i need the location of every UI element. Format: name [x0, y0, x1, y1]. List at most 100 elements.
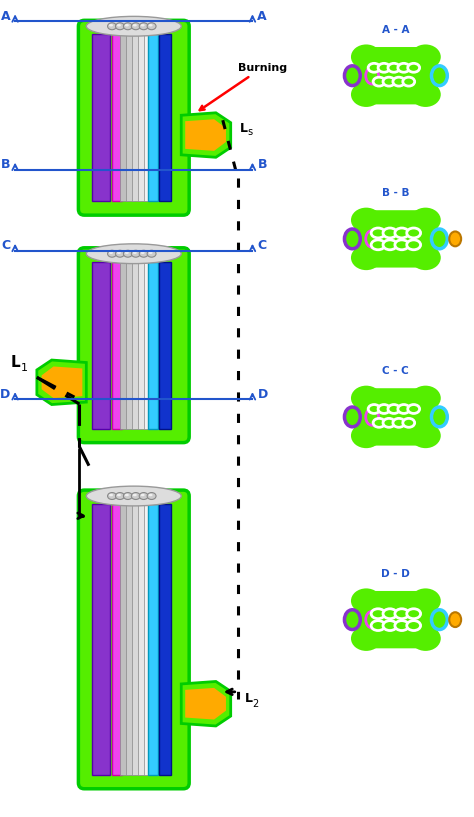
Polygon shape: [185, 688, 226, 720]
Text: D - D: D - D: [382, 569, 410, 579]
Ellipse shape: [351, 208, 382, 233]
Ellipse shape: [383, 621, 397, 631]
Ellipse shape: [108, 23, 117, 29]
FancyBboxPatch shape: [78, 248, 189, 443]
Ellipse shape: [131, 493, 140, 499]
Ellipse shape: [116, 23, 124, 29]
Ellipse shape: [86, 16, 181, 36]
Ellipse shape: [410, 423, 441, 449]
Text: A: A: [257, 10, 267, 23]
Polygon shape: [42, 367, 82, 398]
Text: L: L: [245, 692, 253, 705]
Ellipse shape: [123, 23, 132, 29]
Ellipse shape: [398, 404, 410, 413]
Polygon shape: [120, 504, 128, 775]
Ellipse shape: [149, 252, 153, 254]
Polygon shape: [112, 34, 122, 201]
Ellipse shape: [125, 252, 129, 254]
Ellipse shape: [395, 240, 409, 250]
Ellipse shape: [410, 386, 441, 411]
Ellipse shape: [139, 250, 148, 257]
Polygon shape: [181, 681, 231, 726]
Ellipse shape: [410, 208, 441, 233]
Polygon shape: [132, 34, 140, 201]
Ellipse shape: [388, 404, 400, 413]
Ellipse shape: [147, 23, 156, 29]
Text: B: B: [257, 158, 267, 172]
Ellipse shape: [431, 407, 447, 426]
Polygon shape: [132, 261, 140, 429]
Ellipse shape: [139, 493, 148, 499]
Ellipse shape: [373, 418, 385, 427]
Ellipse shape: [131, 250, 140, 257]
Ellipse shape: [407, 240, 420, 250]
Ellipse shape: [395, 228, 409, 238]
Ellipse shape: [371, 609, 385, 618]
Ellipse shape: [133, 252, 137, 254]
Ellipse shape: [410, 245, 441, 270]
Ellipse shape: [345, 609, 360, 630]
Ellipse shape: [407, 621, 420, 631]
Polygon shape: [138, 261, 146, 429]
Polygon shape: [126, 261, 134, 429]
Ellipse shape: [117, 24, 121, 26]
Ellipse shape: [403, 77, 415, 86]
Ellipse shape: [141, 24, 145, 26]
Polygon shape: [138, 34, 146, 201]
Polygon shape: [144, 34, 152, 201]
Ellipse shape: [431, 66, 447, 86]
Polygon shape: [147, 504, 157, 775]
Ellipse shape: [149, 493, 153, 496]
Polygon shape: [132, 504, 140, 775]
Text: 1: 1: [21, 364, 28, 373]
Ellipse shape: [366, 408, 379, 426]
Text: C: C: [1, 239, 10, 252]
Ellipse shape: [410, 44, 441, 69]
Ellipse shape: [383, 228, 397, 238]
Polygon shape: [92, 261, 110, 429]
Ellipse shape: [395, 609, 409, 618]
Ellipse shape: [388, 64, 400, 72]
Ellipse shape: [147, 493, 156, 499]
FancyBboxPatch shape: [355, 47, 438, 105]
Ellipse shape: [383, 77, 395, 86]
Polygon shape: [159, 34, 172, 201]
Text: s: s: [247, 127, 253, 137]
Ellipse shape: [141, 493, 145, 496]
Polygon shape: [120, 261, 128, 429]
Polygon shape: [92, 504, 110, 775]
Ellipse shape: [345, 66, 360, 86]
Ellipse shape: [123, 493, 132, 499]
Ellipse shape: [351, 626, 382, 651]
Ellipse shape: [371, 621, 385, 631]
Ellipse shape: [449, 612, 461, 627]
Ellipse shape: [393, 418, 405, 427]
Polygon shape: [120, 34, 128, 201]
Ellipse shape: [351, 423, 382, 449]
Polygon shape: [126, 504, 134, 775]
Polygon shape: [181, 113, 231, 158]
Ellipse shape: [117, 493, 121, 496]
Text: Burning: Burning: [200, 63, 287, 110]
Ellipse shape: [407, 609, 420, 618]
Ellipse shape: [345, 229, 360, 249]
Ellipse shape: [351, 386, 382, 411]
Polygon shape: [37, 360, 86, 404]
Ellipse shape: [109, 252, 113, 254]
Ellipse shape: [109, 493, 113, 496]
Ellipse shape: [383, 609, 397, 618]
Text: D: D: [0, 387, 10, 400]
Ellipse shape: [371, 240, 385, 250]
Ellipse shape: [147, 250, 156, 257]
Ellipse shape: [449, 231, 461, 246]
Text: A - A: A - A: [382, 25, 410, 35]
Ellipse shape: [351, 588, 382, 614]
Polygon shape: [147, 261, 157, 429]
FancyBboxPatch shape: [355, 388, 438, 445]
Text: B - B: B - B: [382, 189, 410, 199]
Text: L: L: [10, 355, 20, 370]
FancyBboxPatch shape: [78, 20, 189, 215]
Ellipse shape: [351, 245, 382, 270]
Ellipse shape: [351, 82, 382, 107]
Ellipse shape: [368, 64, 380, 72]
